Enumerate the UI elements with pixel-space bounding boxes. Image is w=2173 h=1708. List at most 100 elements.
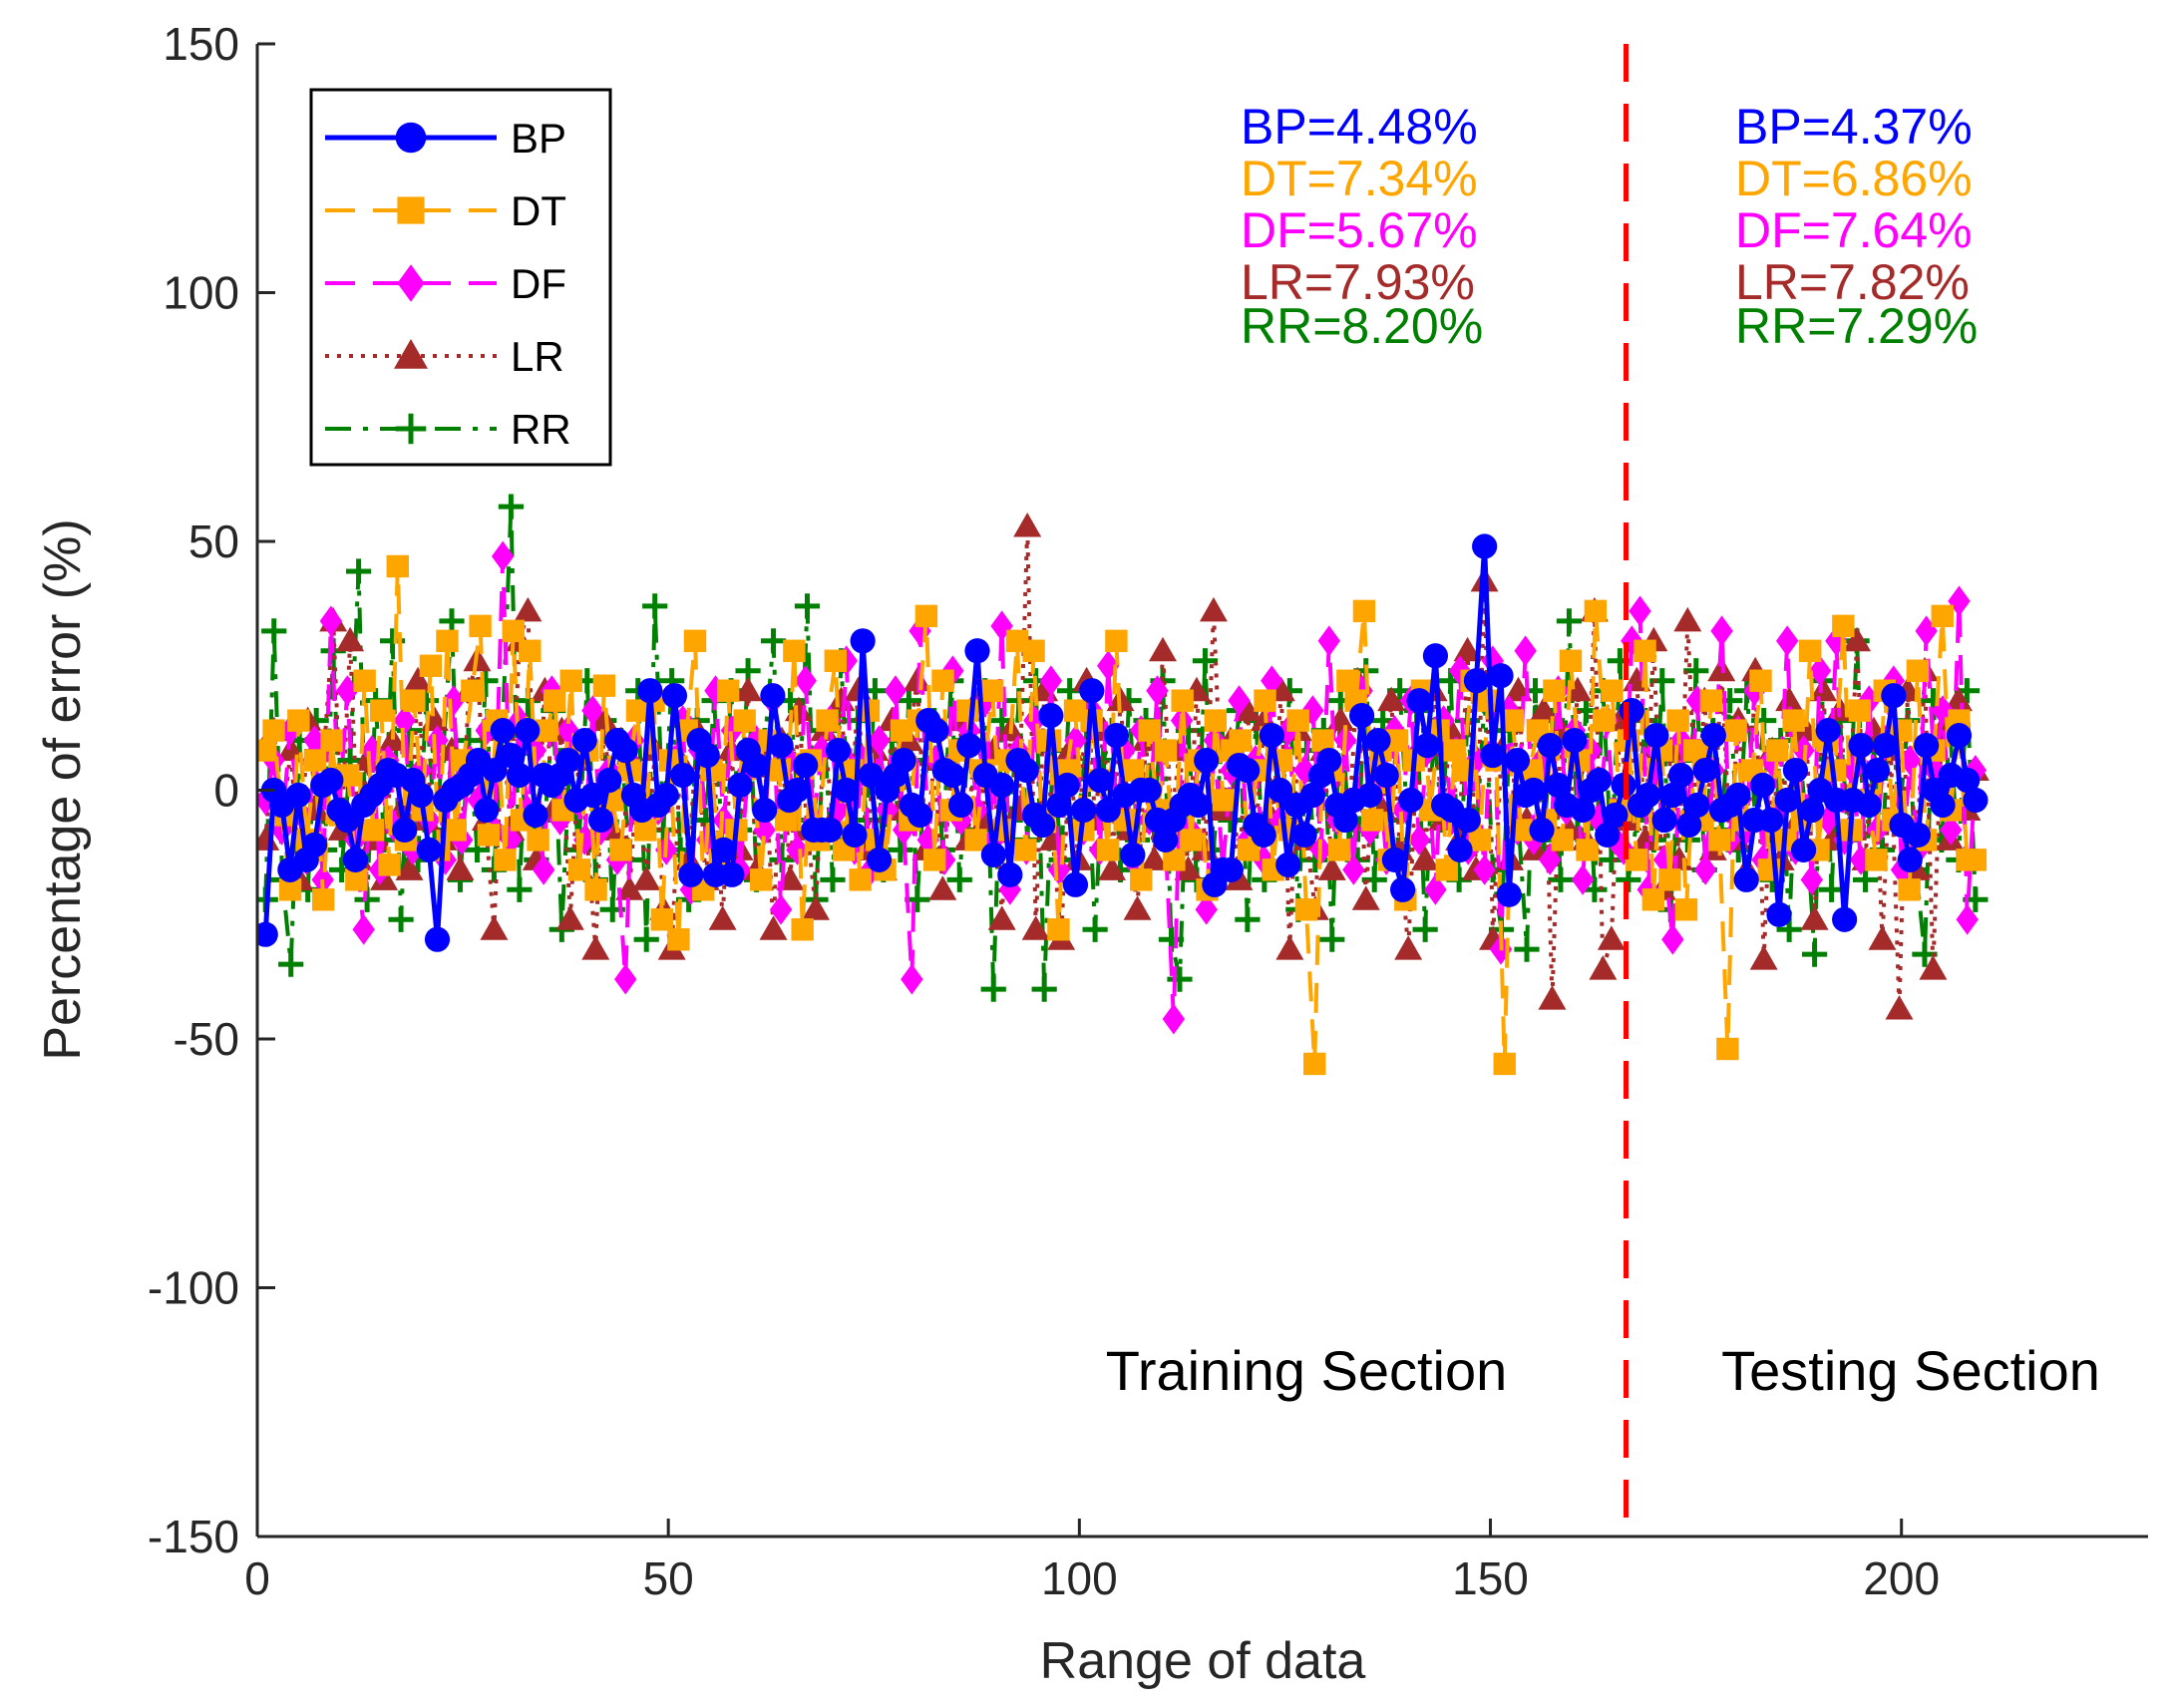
- point-bp-200: [1881, 683, 1907, 709]
- point-lr-159: [1589, 955, 1618, 980]
- point-rr-65: [794, 593, 821, 619]
- point-bp-34: [523, 802, 548, 829]
- point-bp-142: [1406, 688, 1432, 714]
- point-dt-41: [584, 878, 607, 901]
- point-df-176: [1685, 685, 1709, 717]
- point-bp-139: [1381, 847, 1408, 872]
- point-dt-5: [287, 709, 310, 732]
- point-bp-196: [1848, 732, 1874, 759]
- point-dt-83: [931, 669, 954, 692]
- point-bp-140: [1390, 876, 1416, 902]
- point-bp-126: [1275, 852, 1301, 877]
- point-bp-121: [1235, 757, 1261, 784]
- point-bp-41: [579, 782, 606, 809]
- point-bp-209: [1955, 767, 1981, 794]
- point-dt-65: [783, 639, 806, 662]
- point-df-179: [1710, 615, 1733, 647]
- point-bp-28: [474, 797, 500, 824]
- axes: 0 50 100 150 200 -150 -100 -50 0 50 100 150: [148, 18, 2148, 1604]
- point-dt-51: [667, 928, 690, 951]
- point-bp-204: [1914, 732, 1940, 759]
- point-bp-125: [1267, 777, 1293, 804]
- point-df-169: [1629, 595, 1651, 627]
- point-bp-1: [257, 921, 278, 947]
- point-bp-149: [1463, 668, 1490, 694]
- point-dt-182: [1749, 669, 1772, 692]
- point-dt-122: [1254, 689, 1276, 712]
- point-bp-177: [1692, 757, 1718, 784]
- point-dt-194: [1848, 699, 1872, 722]
- point-bp-174: [1667, 762, 1694, 789]
- point-bp-71: [825, 737, 852, 764]
- point-bp-202: [1897, 847, 1923, 872]
- legend-item-rr: RR: [325, 406, 571, 453]
- point-df-80: [901, 963, 923, 995]
- point-dt-33: [519, 639, 542, 662]
- point-lr-152: [1529, 696, 1558, 722]
- point-bp-20: [408, 782, 434, 809]
- point-dt-1: [257, 739, 277, 762]
- point-bp-70: [817, 817, 843, 844]
- point-rr-138: [1412, 916, 1438, 942]
- point-bp-43: [596, 767, 622, 794]
- testing-annotations: BP=4.37% DT=6.86% DF=7.64% LR=7.82% RR=7…: [1735, 99, 1978, 354]
- point-dt-163: [1592, 709, 1616, 732]
- point-df-134: [1342, 854, 1365, 885]
- point-df-64: [769, 893, 793, 925]
- point-df-97: [1039, 665, 1063, 697]
- point-bp-158: [1537, 732, 1563, 759]
- point-bp-85: [939, 762, 965, 789]
- point-df-155: [1514, 635, 1537, 667]
- point-dt-8: [312, 888, 335, 911]
- point-dt-35: [535, 719, 558, 742]
- point-lr-185: [1809, 676, 1838, 702]
- point-rr-83: [946, 866, 972, 892]
- point-bp-141: [1398, 787, 1424, 814]
- point-lr-41: [589, 706, 618, 732]
- point-bp-75: [858, 762, 884, 789]
- point-df-187: [1775, 625, 1799, 657]
- point-dt-167: [1626, 849, 1648, 871]
- point-dt-144: [1435, 858, 1458, 881]
- legend-label-bp: BP: [511, 115, 566, 162]
- point-lr-131: [1351, 885, 1380, 910]
- point-dt-69: [816, 709, 839, 732]
- point-dt-164: [1601, 679, 1624, 702]
- point-bp-164: [1586, 767, 1613, 794]
- point-bp-76: [866, 847, 893, 872]
- point-dt-104: [1105, 629, 1128, 652]
- point-df-11: [336, 675, 359, 707]
- y-tick-label--100: -100: [148, 1262, 239, 1314]
- point-dt-179: [1724, 719, 1747, 742]
- point-lr-201: [1944, 686, 1973, 712]
- point-dt-188: [1799, 639, 1822, 662]
- point-lr-143: [1453, 636, 1482, 662]
- point-bp-148: [1455, 807, 1481, 834]
- point-rr-154: [1548, 866, 1574, 892]
- point-bp-173: [1659, 782, 1685, 809]
- point-dt-196: [1865, 849, 1888, 871]
- point-bp-186: [1766, 901, 1792, 927]
- point-bp-161: [1562, 728, 1588, 754]
- point-dt-47: [634, 819, 657, 842]
- point-bp-162: [1570, 797, 1596, 824]
- point-bp-48: [637, 678, 663, 704]
- legend-label-df: DF: [511, 260, 566, 307]
- point-rr-30: [498, 494, 525, 519]
- point-lr-110: [1174, 855, 1203, 880]
- legend: BP DT DF LR RR: [309, 88, 612, 467]
- point-bp-107: [1120, 842, 1146, 867]
- point-rr-31: [507, 876, 533, 902]
- point-bp-104: [1095, 797, 1121, 824]
- point-dt-2: [262, 719, 285, 742]
- point-dt-7: [303, 749, 327, 772]
- point-bp-159: [1545, 772, 1572, 799]
- point-lr-164: [1630, 826, 1659, 851]
- legend-item-bp: BP: [325, 115, 566, 162]
- legend-label-rr: RR: [511, 406, 571, 453]
- point-dt-97: [1047, 918, 1070, 941]
- point-dt-14: [361, 819, 385, 842]
- point-lr-192: [1868, 925, 1897, 950]
- point-dt-120: [1237, 839, 1261, 861]
- point-rr-68: [820, 866, 846, 892]
